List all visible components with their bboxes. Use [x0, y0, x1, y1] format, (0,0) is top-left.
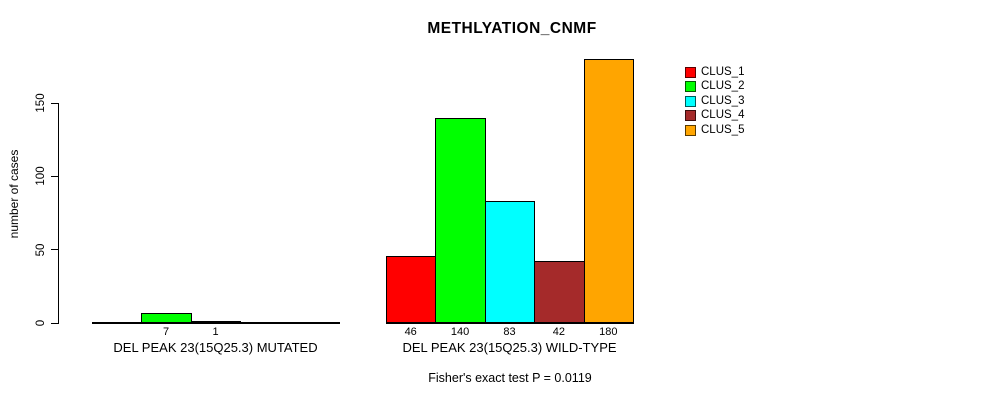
bar-value-label: 42	[552, 326, 566, 338]
fisher-test-caption: Fisher's exact test P = 0.0119	[428, 371, 592, 385]
bar-clus_3-group-0	[190, 321, 242, 323]
bar-value-label: 83	[503, 326, 516, 338]
legend-item: CLUS_5	[685, 123, 744, 138]
legend-label: CLUS_1	[701, 65, 745, 78]
legend-swatch-clus_1	[685, 66, 696, 78]
y-axis-tick-label: 150	[35, 93, 47, 113]
y-axis-tick-label: 100	[35, 166, 47, 186]
bar-value-label: 140	[450, 326, 470, 338]
bar-clus_3-group-1	[484, 201, 536, 323]
legend-item: CLUS_1	[685, 65, 744, 80]
legend-label: CLUS_5	[701, 123, 745, 136]
y-axis-tick	[51, 322, 58, 324]
legend-swatch-clus_3	[685, 95, 696, 107]
legend-item: CLUS_2	[685, 80, 744, 95]
bar-clus_1-group-1	[386, 255, 437, 323]
bar-value-label: 180	[599, 326, 618, 338]
legend-item: CLUS_4	[685, 109, 744, 124]
legend-swatch-clus_5	[685, 124, 696, 136]
bar-clus_2-group-0	[141, 312, 192, 323]
legend-swatch-clus_4	[685, 110, 696, 122]
y-axis-tick-label: 50	[35, 243, 47, 257]
x-axis-group-label: DEL PEAK 23(15Q25.3) MUTATED	[113, 340, 318, 355]
bar-clus_2-group-1	[435, 117, 486, 323]
x-axis-baseline-group-1	[386, 322, 634, 324]
bar-value-label: 1	[212, 326, 219, 338]
x-axis-group-label: DEL PEAK 23(15Q25.3) WILD-TYPE	[402, 340, 617, 355]
legend-label: CLUS_3	[701, 94, 745, 107]
legend-label: CLUS_4	[701, 109, 745, 122]
bar-clus_5-group-1	[583, 59, 634, 323]
y-axis-title: number of cases	[7, 149, 21, 239]
y-axis-tick-label: 0	[35, 319, 47, 327]
y-axis-tick	[51, 249, 58, 251]
legend-item: CLUS_3	[685, 94, 744, 109]
y-axis-tick	[51, 102, 58, 104]
bar-clus_4-group-1	[534, 261, 585, 323]
legend-label: CLUS_2	[701, 80, 745, 93]
y-axis-tick	[51, 175, 58, 177]
bar-value-label: 46	[404, 326, 417, 338]
bar-value-label: 7	[163, 326, 170, 338]
y-axis-line	[58, 103, 60, 324]
chart-title: METHLYATION_CNMF	[427, 20, 597, 37]
legend-swatch-clus_2	[685, 81, 696, 93]
legend: CLUS_1 CLUS_2 CLUS_3 CLUS_4 CLUS_5	[685, 65, 744, 138]
